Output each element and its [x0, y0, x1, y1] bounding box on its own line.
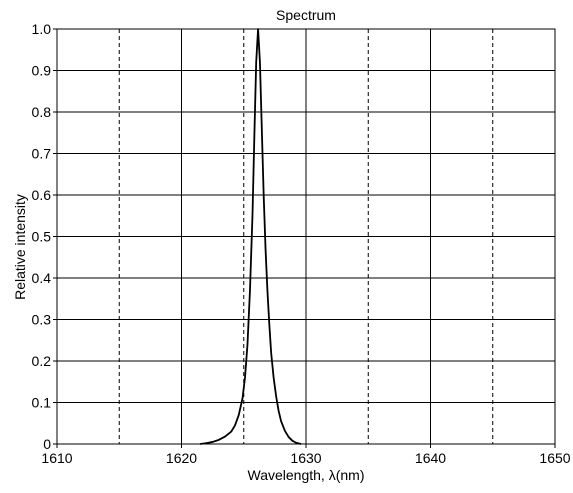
grid	[57, 29, 555, 444]
spectrum-line	[200, 28, 302, 445]
y-tick-label: 0.3	[32, 312, 52, 328]
y-tick-label: 0.4	[32, 270, 52, 286]
x-tick-label: 1630	[290, 450, 321, 466]
y-tick-label: 0.7	[32, 146, 52, 162]
x-tick-label: 1640	[415, 450, 446, 466]
y-axis: 0 0.1 0.2 0.3 0.4 0.5 0.6 0.7 0.8 0.9 1.0	[32, 21, 57, 452]
x-axis-title: Wavelength, λ(nm)	[248, 467, 365, 483]
y-tick-label: 0	[43, 436, 51, 452]
y-tick-label: 0.6	[32, 187, 52, 203]
y-axis-title: Relative intensity	[12, 194, 28, 300]
y-tick-label: 0.1	[32, 395, 52, 411]
y-tick-label: 1.0	[32, 21, 52, 37]
y-tick-label: 0.2	[32, 353, 52, 369]
x-axis: 1610 1620 1630 1640 1650	[41, 444, 571, 466]
plot-area	[200, 28, 302, 445]
x-tick-label: 1610	[41, 450, 72, 466]
x-tick-label: 1620	[166, 450, 197, 466]
y-tick-label: 0.5	[32, 229, 52, 245]
y-tick-label: 0.8	[32, 104, 52, 120]
chart-title: Spectrum	[276, 7, 336, 23]
x-tick-label: 1650	[539, 450, 570, 466]
y-tick-label: 0.9	[32, 63, 52, 79]
